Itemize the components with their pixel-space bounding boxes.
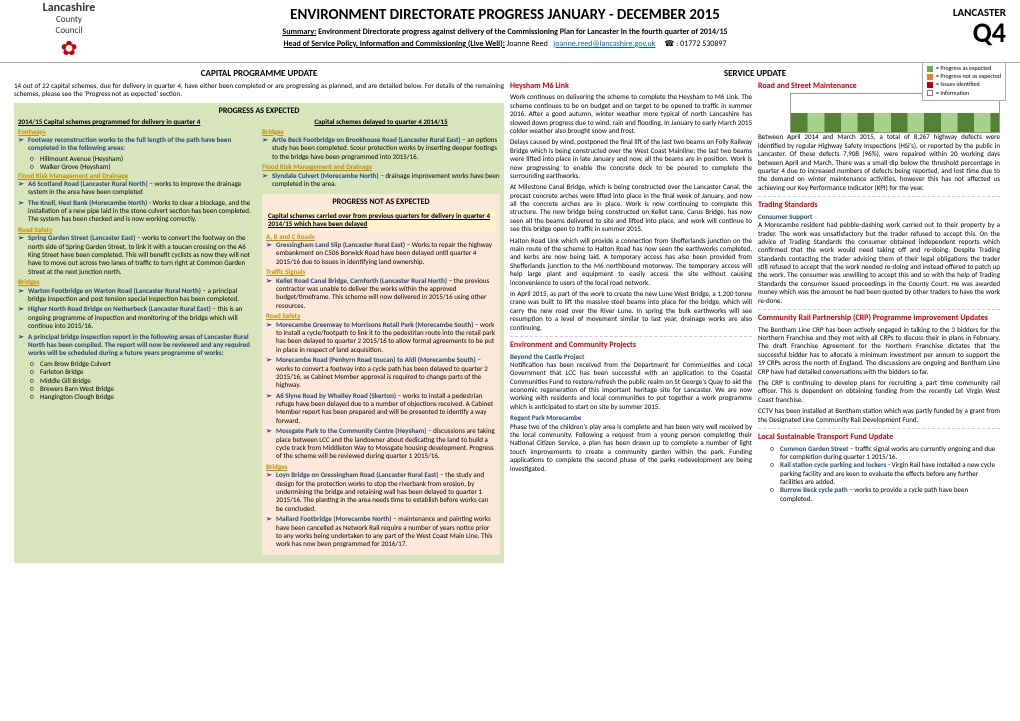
page-title: ENVIRONMENT DIRECTORATE PROGRESS JANUARY… [134,6,876,24]
quarter-label: Q4 [886,19,1006,47]
expected-col-b: Capital schemes delayed to quarter 4 201… [262,118,500,559]
carried-heading: Capital schemes carried over from previo… [268,211,490,228]
not-expected-box: PROGRESS NOT AS EXPECTED Capital schemes… [262,194,500,554]
legend-item: = Progress as expected [927,65,1001,72]
item: ➢A principal bridge inspection report in… [18,333,256,358]
logo-line1: Lancashire [43,1,96,15]
service-col-b: Road and Street Maintenance Between Apri… [758,82,1000,503]
heysham-p: At Milestone Canal Bridge, which is bein… [510,183,752,233]
crp-title: Community Rail Partnership (CRP) Program… [758,314,1000,324]
service-column: SERVICE UPDATE Heysham M6 Link Work cont… [510,69,1000,567]
item: ➢Mallard Footbridge (Morecambe North) – … [266,515,496,549]
local-item: ○Rail station cycle parking and lockers … [770,461,1000,486]
phone-number: : 01772 530897 [676,39,726,49]
not-expected-title: PROGRESS NOT AS EXPECTED [266,198,496,208]
crp-p: The CRP is continuing to develop plans f… [758,379,1000,404]
item: ➢Higher North Road Bridge on Netherbeck … [18,305,256,330]
schemes-heading: 2014/15 Capital schemes programmed for d… [18,118,256,126]
divider [510,336,752,337]
legend-label: = Issues identified [936,81,980,88]
item: ➢Spring Garden Street (Lancaster East) –… [18,234,256,276]
contact-label: Head of Service Policy, Information and … [283,39,504,49]
council-logo: Lancashire County Council ✿ [14,6,124,56]
legend-label: = Information [936,90,969,97]
regent-body: Phase two of the children's play area is… [510,423,752,473]
item: ➢Mossgate Park to the Community Centre (… [266,427,496,461]
header-right: LANCASTER Q4 [886,6,1006,56]
item: ➢Artle Beck Footbridge on Brookhouse Roa… [262,136,500,161]
heysham-p: Halton Road Link which will provide a co… [510,237,752,287]
env-title: Environment and Community Projects [510,341,752,351]
item: ➢A6 Slyne Road by Whalley Road (Skerton)… [266,392,496,426]
capital-title: CAPITAL PROGRAMME UPDATE [14,69,504,80]
capital-intro: 14 out of 22 capital schemes, due for de… [14,82,504,99]
expected-title: PROGRESS AS EXPECTED [18,107,500,117]
contact-line: Head of Service Policy, Information and … [134,40,876,50]
local-item: ○Burrow Beck cycle path – works to provi… [770,486,1000,503]
item: ➢The Knoll, Hest Bank (Morecambe North) … [18,199,256,224]
legend-label: = Progress not as expected [936,73,1001,80]
item: ➢Footway reconstruction works to the ful… [18,136,256,153]
item: ➢Slyndale Culvert (Morecambe North) – dr… [262,172,500,189]
item: ➢Loyn Bridge on Gressingham Road (Lancas… [266,471,496,513]
sub-item: ○Hangington Clough Bridge [30,393,256,401]
item-head: A principal bridge inspection report in … [28,332,250,358]
legend-item: = Progress not as expected [927,73,1001,80]
divider [758,196,1000,197]
divider [758,428,1000,429]
item: ➢Kellet Road Canal Bridge, Carnforth (La… [266,277,496,311]
delayed-heading: Capital schemes delayed to quarter 4 201… [262,118,500,126]
header-center: ENVIRONMENT DIRECTORATE PROGRESS JANUARY… [124,6,886,56]
capital-column: CAPITAL PROGRAMME UPDATE 14 out of 22 ca… [14,69,504,567]
beyond-body: Notification has been received from the … [510,361,752,411]
header: Lancashire County Council ✿ ENVIRONMENT … [0,0,1020,63]
heysham-title: Heysham M6 Link [510,82,752,92]
item: ➢Warton Footbridge on Warton Road (Lanca… [18,287,256,304]
summary-text: Environment Directorate progress against… [318,27,727,37]
highlight-box: Capital schemes carried over from previo… [266,210,496,231]
road-maint-body: Between April 2014 and March 2015, a tot… [758,133,1000,192]
logo-line3: Council [56,26,83,37]
consumer-body: A Morecambe resident had pebble-dashing … [758,221,1000,305]
summary: Summary: Environment Directorate progres… [134,28,876,38]
legend-label: = Progress as expected [936,65,991,72]
trading-title: Trading Standards [758,201,1000,211]
summary-label: Summary: [282,27,316,37]
item: ➢Morecambe Greenway to Morrisons Retail … [266,321,496,355]
legend-item: = Issues identified [927,81,1001,88]
item-head: Footway reconstruction works to the full… [28,135,231,152]
service-col-a: Heysham M6 Link Work continues on delive… [510,82,752,503]
heysham-p: Work continues on delivering the scheme … [510,93,752,135]
local-item: ○Common Garden Street – traffic signal w… [770,445,1000,462]
progress-expected-box: PROGRESS AS EXPECTED 2014/15 Capital sch… [14,103,504,563]
rose-icon: ✿ [61,37,78,61]
crp-p: The Bentham Line CRP has been actively e… [758,326,1000,376]
body: CAPITAL PROGRAMME UPDATE 14 out of 22 ca… [0,63,1020,573]
heysham-p: Delays caused by wind, postponed the fin… [510,138,752,180]
legend-item: = Information [927,90,1001,97]
divider [758,309,1000,310]
sub-text: Hangington Clough Bridge [40,393,114,401]
item: ➢A6 Scotland Road (Lancaster Rural North… [18,180,256,197]
heysham-p: In April 2015, as part of the work to cr… [510,290,752,332]
contact-email[interactable]: joanne.reed@lancashire.gov.uk [553,39,655,49]
legend-box: = Progress as expected = Progress not as… [922,62,1006,101]
crp-p: CCTV has been installed at Bentham stati… [758,407,1000,424]
phone-icon: ☎ [664,39,674,49]
expected-col-a: 2014/15 Capital schemes programmed for d… [18,118,256,559]
contact-name: Joanne Reed [507,39,548,49]
local-title: Local Sustainable Transport Fund Update [758,433,1000,443]
item: ➢Morecambe Road (Penhyrn Road toucan) to… [266,356,496,390]
item: ➢Gressingham Land Slip (Lancaster Rural … [266,241,496,266]
